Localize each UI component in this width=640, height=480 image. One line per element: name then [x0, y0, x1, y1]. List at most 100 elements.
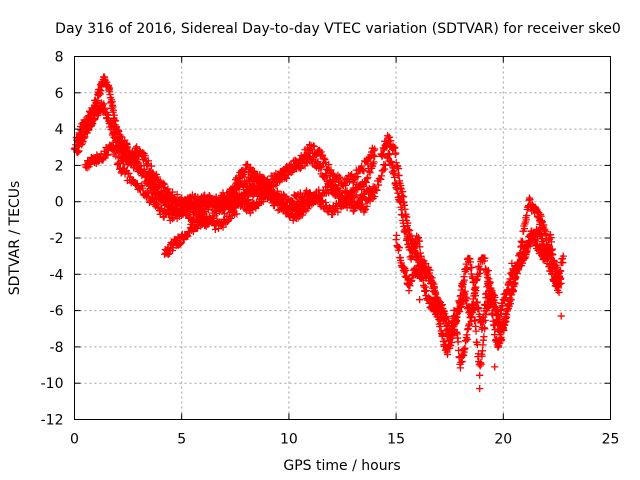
data-point	[109, 106, 117, 114]
data-point	[211, 222, 219, 230]
data-point	[348, 170, 356, 179]
data-point	[387, 137, 395, 145]
data-point	[373, 186, 381, 194]
data-point	[454, 346, 463, 355]
data-point	[467, 313, 475, 321]
data-point	[371, 145, 379, 153]
data-point	[148, 181, 156, 189]
data-point	[441, 337, 449, 345]
data-point	[260, 175, 268, 183]
data-point	[338, 192, 346, 200]
data-point	[559, 252, 567, 260]
data-point	[310, 152, 318, 160]
data-point	[385, 150, 394, 158]
data-point	[539, 254, 548, 262]
data-point	[133, 179, 141, 188]
data-point	[371, 192, 379, 201]
data-point	[461, 344, 469, 352]
data-point	[458, 357, 466, 366]
data-point	[320, 154, 328, 162]
data-point	[192, 210, 200, 218]
data-point	[463, 265, 471, 273]
data-point	[470, 278, 478, 286]
data-point	[377, 175, 385, 183]
data-point	[426, 295, 435, 303]
data-point	[318, 197, 326, 205]
data-point	[152, 199, 161, 207]
data-point	[177, 239, 185, 247]
data-point	[381, 161, 389, 169]
y-tick-label: -6	[50, 304, 64, 320]
data-point	[319, 203, 327, 211]
data-point	[402, 266, 410, 275]
data-point	[491, 299, 499, 307]
data-point	[147, 162, 155, 170]
data-point	[496, 315, 504, 323]
data-point	[390, 167, 398, 175]
data-point	[358, 166, 367, 174]
data-point	[430, 299, 438, 307]
data-point	[143, 188, 151, 196]
data-point	[403, 233, 412, 241]
data-point	[498, 336, 506, 344]
x-tick-label: 5	[177, 432, 186, 448]
data-point	[361, 206, 369, 214]
data-point	[492, 303, 500, 312]
data-point	[506, 277, 515, 286]
data-point	[363, 175, 371, 183]
data-point	[117, 169, 125, 177]
data-point	[371, 152, 379, 160]
data-point	[325, 203, 334, 212]
data-point	[463, 295, 471, 303]
data-point	[443, 325, 452, 333]
data-point	[317, 148, 325, 156]
data-point	[481, 254, 489, 262]
data-point	[198, 199, 206, 207]
data-point	[399, 188, 407, 196]
data-point	[365, 184, 373, 192]
data-point	[303, 159, 311, 167]
data-point	[240, 197, 248, 205]
outlier-point	[508, 259, 516, 268]
data-point	[358, 200, 367, 208]
data-point	[363, 202, 371, 210]
data-point	[142, 193, 151, 201]
axis-ticks: 0 5 10 15 20 25 -12 -10 -8 -6 -4 -2 0 2 4 6 8	[41, 50, 620, 448]
data-point	[325, 180, 334, 188]
data-point	[555, 288, 563, 297]
y-tick-label: -4	[50, 267, 64, 283]
data-point	[191, 193, 199, 201]
data-point	[125, 169, 133, 178]
data-point	[430, 284, 439, 292]
data-point	[486, 278, 494, 286]
data-point	[540, 255, 549, 263]
data-point	[476, 371, 484, 379]
data-point	[384, 150, 393, 158]
data-point	[484, 266, 492, 275]
data-point	[300, 154, 308, 163]
data-point	[211, 225, 219, 234]
data-point	[463, 335, 471, 343]
data-point	[551, 262, 559, 270]
data-point	[260, 174, 268, 182]
data-point	[336, 174, 344, 182]
data-marks	[70, 73, 567, 393]
data-point	[335, 173, 344, 181]
data-point	[144, 157, 152, 165]
data-point	[456, 300, 464, 308]
outlier-point	[416, 296, 424, 304]
data-point	[547, 238, 555, 246]
data-point	[385, 133, 393, 141]
y-tick-label: -10	[41, 376, 64, 392]
data-point	[188, 202, 197, 210]
data-point	[334, 208, 342, 216]
data-point	[116, 146, 124, 154]
data-point	[366, 169, 374, 177]
data-point	[322, 172, 331, 180]
data-point	[247, 163, 255, 171]
data-point	[381, 165, 389, 173]
data-point	[334, 187, 342, 195]
data-point	[466, 320, 474, 328]
data-point	[485, 302, 493, 311]
